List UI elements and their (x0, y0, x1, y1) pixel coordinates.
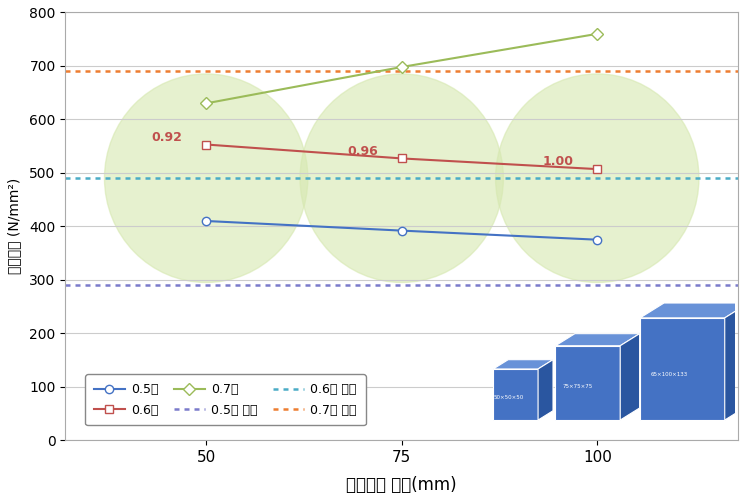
X-axis label: 시험체의 크기(mm): 시험체의 크기(mm) (346, 476, 457, 494)
Legend: 0.5품, 0.6품, 0.7품, 0.5품 기준, 0.6품 기준, 0.7품 기준: 0.5품, 0.6품, 0.7품, 0.5품 기준, 0.6품 기준, 0.7품… (85, 374, 366, 425)
Ellipse shape (300, 74, 504, 283)
Text: 0.92: 0.92 (151, 131, 183, 144)
Text: 1.00: 1.00 (542, 155, 574, 168)
Text: 0.96: 0.96 (347, 145, 378, 158)
Ellipse shape (104, 74, 308, 283)
Y-axis label: 압축강도 (N/mm²): 압축강도 (N/mm²) (7, 178, 21, 275)
Ellipse shape (495, 74, 699, 283)
